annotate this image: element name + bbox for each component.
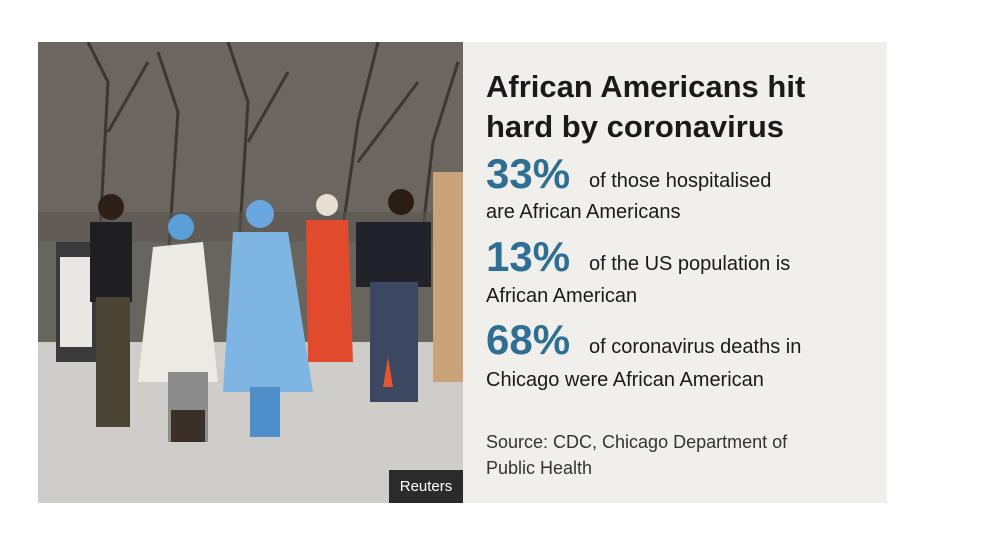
stat-text: of coronavirus deaths in — [589, 336, 802, 358]
stat-text: are African Americans — [486, 201, 681, 223]
source: Public Health — [486, 458, 593, 478]
stat-text: Chicago were African American — [486, 369, 764, 391]
title: African Americans hit — [486, 69, 806, 104]
source: Source: CDC, Chicago Department of — [486, 432, 788, 452]
title: hard by coronavirus — [486, 109, 785, 144]
photo — [38, 42, 463, 503]
stat-figure: 68% — [486, 316, 571, 363]
stat-text: of those hospitalised — [589, 170, 772, 192]
photo-credit: Reuters — [389, 470, 463, 503]
stat-figure: 13% — [486, 233, 571, 280]
stat-text: African American — [486, 285, 638, 307]
stat-text: of the US population is — [589, 253, 791, 275]
stat-figure: 33% — [486, 150, 571, 197]
text-panel: African Americans hit hard by coronaviru… — [463, 42, 887, 503]
